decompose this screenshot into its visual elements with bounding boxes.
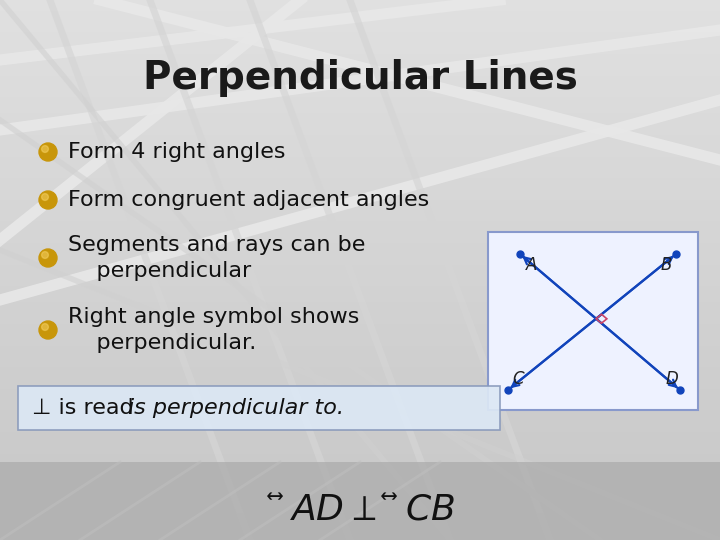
Text: Segments and rays can be
    perpendicular: Segments and rays can be perpendicular: [68, 235, 365, 281]
Bar: [488, 232, 698, 410]
Text: is perpendicular to.: is perpendicular to.: [128, 398, 344, 418]
Text: Perpendicular Lines: Perpendicular Lines: [143, 59, 577, 97]
Bar: [0, 462, 720, 540]
Circle shape: [39, 249, 57, 267]
Circle shape: [42, 323, 48, 330]
Circle shape: [39, 191, 57, 209]
Text: ⊥ is read: ⊥ is read: [32, 398, 140, 418]
Text: A: A: [526, 256, 537, 274]
Text: Form 4 right angles: Form 4 right angles: [68, 142, 286, 162]
Text: $\overleftrightarrow{AD}$: $\overleftrightarrow{AD}$: [266, 493, 343, 527]
Text: Right angle symbol shows
    perpendicular.: Right angle symbol shows perpendicular.: [68, 307, 359, 353]
Circle shape: [42, 146, 48, 152]
Text: $\overleftrightarrow{CB}$: $\overleftrightarrow{CB}$: [381, 493, 455, 527]
Text: Form congruent adjacent angles: Form congruent adjacent angles: [68, 190, 429, 210]
Bar: [18, 386, 500, 430]
Text: $\perp$: $\perp$: [344, 493, 376, 527]
Circle shape: [42, 193, 48, 200]
Text: B: B: [661, 256, 672, 274]
Text: C: C: [512, 370, 523, 388]
Circle shape: [39, 143, 57, 161]
Circle shape: [42, 252, 48, 259]
Text: D: D: [665, 370, 678, 388]
Circle shape: [39, 321, 57, 339]
